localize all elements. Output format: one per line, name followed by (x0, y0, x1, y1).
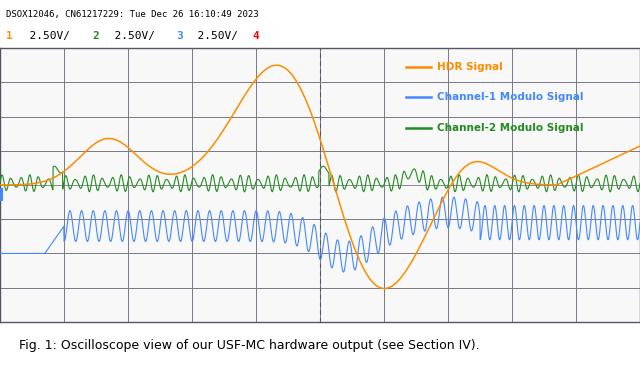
Text: Fig. 1: Oscilloscope view of our USF-MC hardware output (see Section IV).: Fig. 1: Oscilloscope view of our USF-MC … (19, 339, 480, 353)
Bar (0, 188, 3, 201)
Text: HDR Signal: HDR Signal (437, 62, 503, 72)
Text: 3: 3 (176, 31, 183, 41)
Text: 2: 2 (93, 31, 100, 41)
Text: 4: 4 (253, 31, 260, 41)
Text: Channel-1 Modulo Signal: Channel-1 Modulo Signal (437, 92, 584, 102)
Text: DSOX12046, CN61217229: Tue Dec 26 16:10:49 2023: DSOX12046, CN61217229: Tue Dec 26 16:10:… (6, 10, 259, 18)
Text: 2.50V/: 2.50V/ (101, 31, 175, 41)
Text: 2.50V/: 2.50V/ (16, 31, 90, 41)
Text: Channel-2 Modulo Signal: Channel-2 Modulo Signal (437, 122, 584, 132)
Text: 1: 1 (6, 31, 13, 41)
Text: 2.50V/: 2.50V/ (184, 31, 259, 41)
